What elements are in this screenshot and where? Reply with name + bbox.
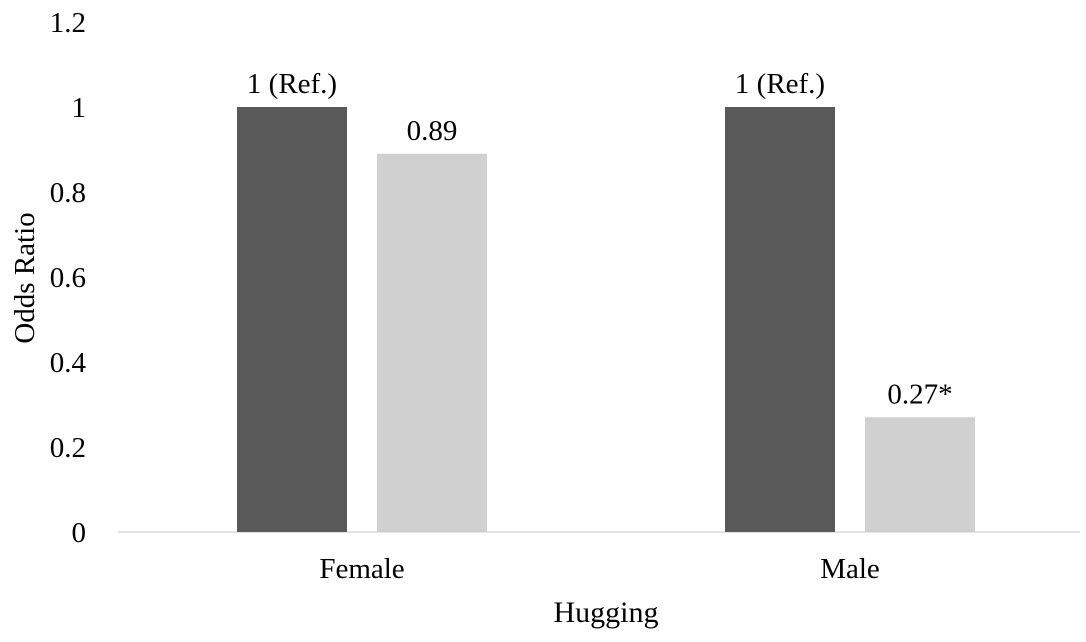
y-tick-label: 1.2 bbox=[50, 7, 86, 39]
bar-data-label: 0.89 bbox=[407, 115, 458, 147]
x-axis-title: Hugging bbox=[554, 596, 659, 629]
bars bbox=[237, 107, 975, 532]
y-tick-label: 0.4 bbox=[50, 347, 87, 379]
y-tick-label: 0.8 bbox=[50, 177, 86, 209]
y-tick-label: 0 bbox=[72, 517, 87, 549]
x-axis-ticks: Female Male bbox=[319, 553, 879, 585]
data-labels: 1 (Ref.) 1 (Ref.) 0.89 0.27* bbox=[247, 68, 953, 410]
bar bbox=[725, 107, 835, 532]
bar-data-label: 0.27* bbox=[887, 378, 952, 410]
y-axis-title: Odds Ratio bbox=[9, 212, 41, 343]
y-tick-label: 0.2 bbox=[50, 432, 86, 464]
x-tick-label: Female bbox=[319, 553, 404, 585]
y-tick-label: 1 bbox=[72, 92, 87, 124]
y-tick-label: 0.6 bbox=[50, 262, 86, 294]
bar bbox=[237, 107, 347, 532]
bar-data-label: 1 (Ref.) bbox=[247, 68, 337, 100]
bar-data-label: 1 (Ref.) bbox=[735, 68, 825, 100]
x-tick-label: Male bbox=[820, 553, 880, 585]
y-axis-ticks: 0 0.2 0.4 0.6 0.8 1 1.2 bbox=[50, 7, 87, 549]
bar bbox=[377, 153, 487, 532]
bar bbox=[865, 417, 975, 532]
